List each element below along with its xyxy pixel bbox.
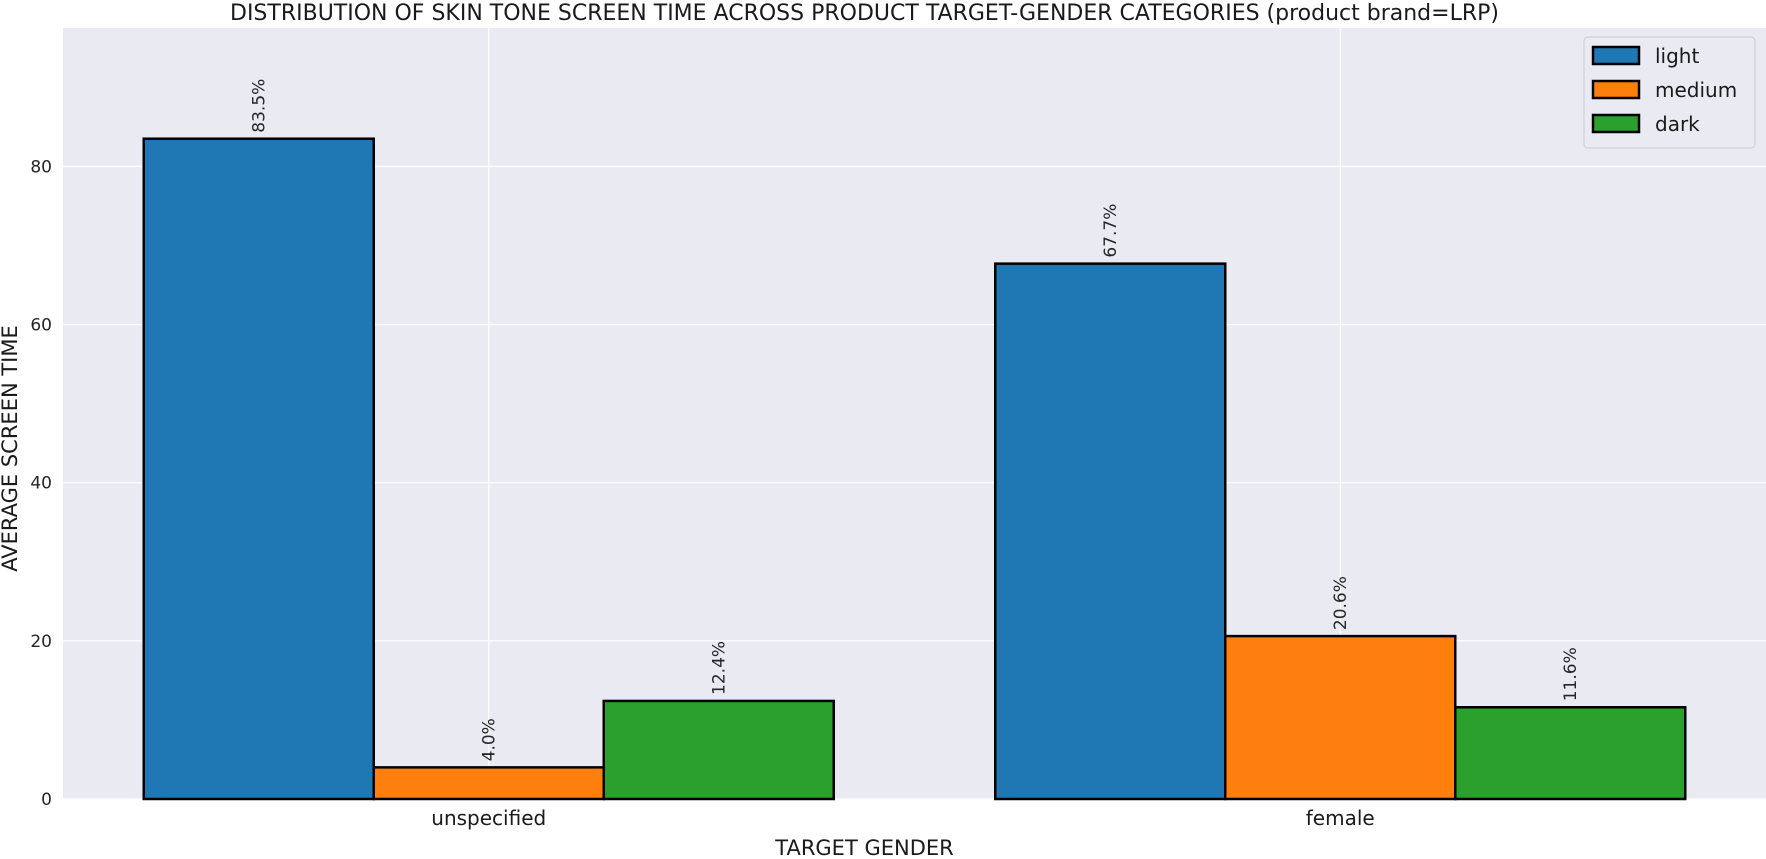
data-label: 20.6% [1331,576,1351,630]
legend: light medium dark [1583,36,1756,149]
bar-medium-female [1224,634,1457,801]
y-tick-label: 60 [30,316,52,336]
bar-light-unspecified [142,137,375,801]
bar-light-female [994,262,1227,801]
y-tick-label: 80 [30,157,52,177]
bars [142,137,1687,801]
y-axis-label: AVERAGE SCREEN TIME [0,325,22,572]
bar-dark-female [1454,706,1687,801]
data-label: 83.5% [250,79,270,133]
y-tick-label: 40 [30,474,52,494]
data-label: 12.4% [710,641,730,695]
legend-swatch-light [1591,45,1641,66]
legend-label-light: light [1655,44,1699,68]
legend-swatch-medium [1591,79,1641,100]
y-axis-ticks: 0 20 40 60 80 [30,157,52,810]
data-label: 67.7% [1101,204,1121,258]
legend-swatch-dark [1591,113,1641,134]
x-axis-label: TARGET GENDER [774,836,953,859]
data-labels: 83.5% 4.0% 12.4% 67.7% 20.6% 11.6% [250,79,1582,762]
x-tick-label: female [1306,806,1375,830]
y-tick-label: 0 [41,790,52,810]
data-label: 4.0% [480,718,500,761]
bar-dark-unspecified [602,699,835,801]
legend-label-medium: medium [1655,78,1737,102]
chart-title: DISTRIBUTION OF SKIN TONE SCREEN TIME AC… [230,1,1499,26]
x-tick-label: unspecified [431,806,546,830]
legend-label-dark: dark [1655,112,1700,136]
x-axis-ticks: unspecified female [431,806,1374,830]
y-tick-label: 20 [30,632,52,652]
bar-medium-unspecified [372,766,605,801]
data-label: 11.6% [1561,647,1581,701]
